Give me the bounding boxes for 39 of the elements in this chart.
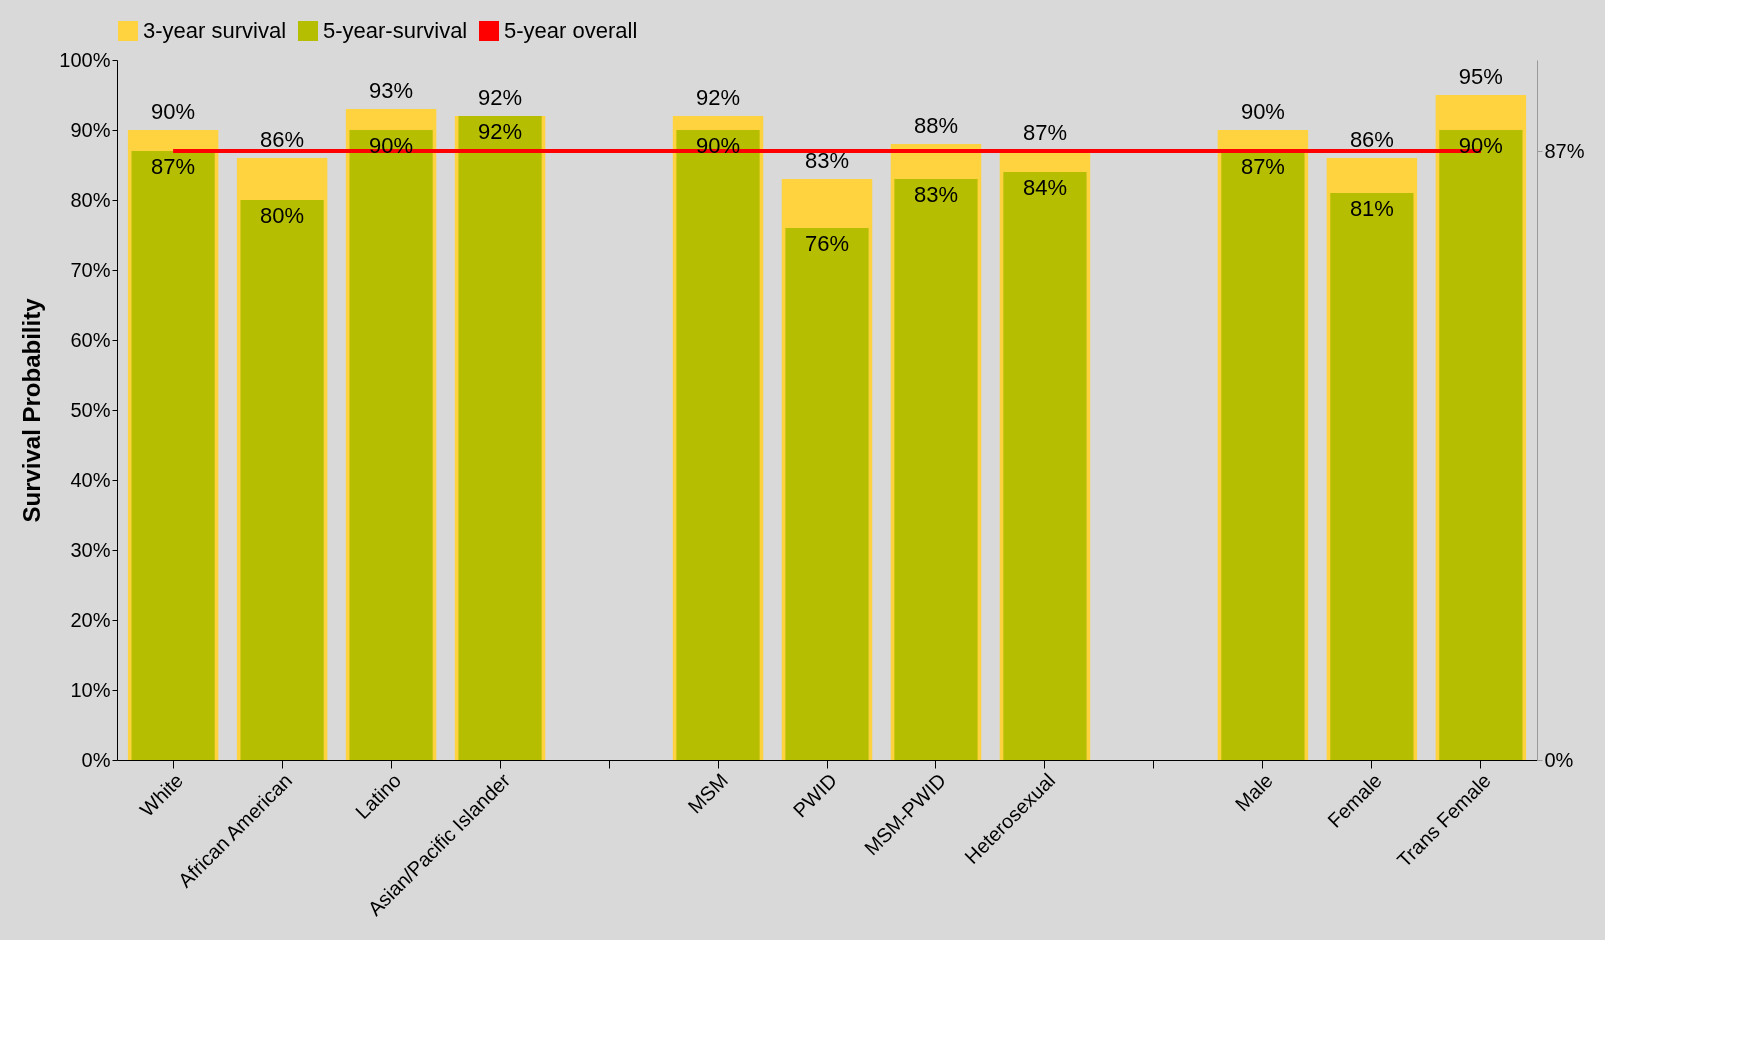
y2-tick-label: 0% <box>1544 748 1574 771</box>
data-label: 92% <box>478 85 523 110</box>
data-label: 76% <box>804 231 850 256</box>
y-tick-label: 100% <box>59 48 111 71</box>
data-label: 92% <box>478 119 523 144</box>
data-label: 93% <box>369 78 414 103</box>
data-label: 88% <box>913 113 958 138</box>
data-label: 87% <box>1022 120 1067 145</box>
legend-label: 5-year overall <box>504 18 638 43</box>
data-label: 80% <box>260 203 305 228</box>
data-label: 87% <box>1240 154 1285 179</box>
bar <box>785 228 869 760</box>
y-tick-label: 60% <box>70 328 111 351</box>
data-label: 84% <box>1022 175 1067 200</box>
data-label: 90% <box>1240 99 1285 124</box>
bar <box>240 200 324 760</box>
y2-tick-label: 87% <box>1544 139 1585 162</box>
data-label: 81% <box>1349 196 1394 221</box>
y-tick-label: 0% <box>81 748 111 771</box>
data-label: 86% <box>1349 127 1394 152</box>
data-label: 86% <box>260 127 305 152</box>
data-label: 90% <box>1458 133 1503 158</box>
data-label: 90% <box>151 99 196 124</box>
data-label: 83% <box>804 148 850 173</box>
y-tick-label: 10% <box>70 678 111 701</box>
data-label: 95% <box>1458 64 1503 89</box>
legend-label: 5-year-survival <box>323 18 468 43</box>
y-tick-label: 20% <box>70 608 111 631</box>
data-label: 92% <box>696 85 741 110</box>
data-label: 83% <box>913 182 958 207</box>
y-tick-label: 90% <box>70 118 111 141</box>
data-label: 87% <box>151 154 196 179</box>
y-tick-label: 50% <box>70 398 111 421</box>
y-tick-label: 70% <box>70 258 111 281</box>
y-tick-label: 30% <box>70 538 111 561</box>
y-axis-title: Survival Probability <box>18 297 46 523</box>
legend-label: 3-year survival <box>143 18 287 43</box>
y-tick-label: 80% <box>70 188 111 211</box>
y-tick-label: 40% <box>70 468 111 491</box>
